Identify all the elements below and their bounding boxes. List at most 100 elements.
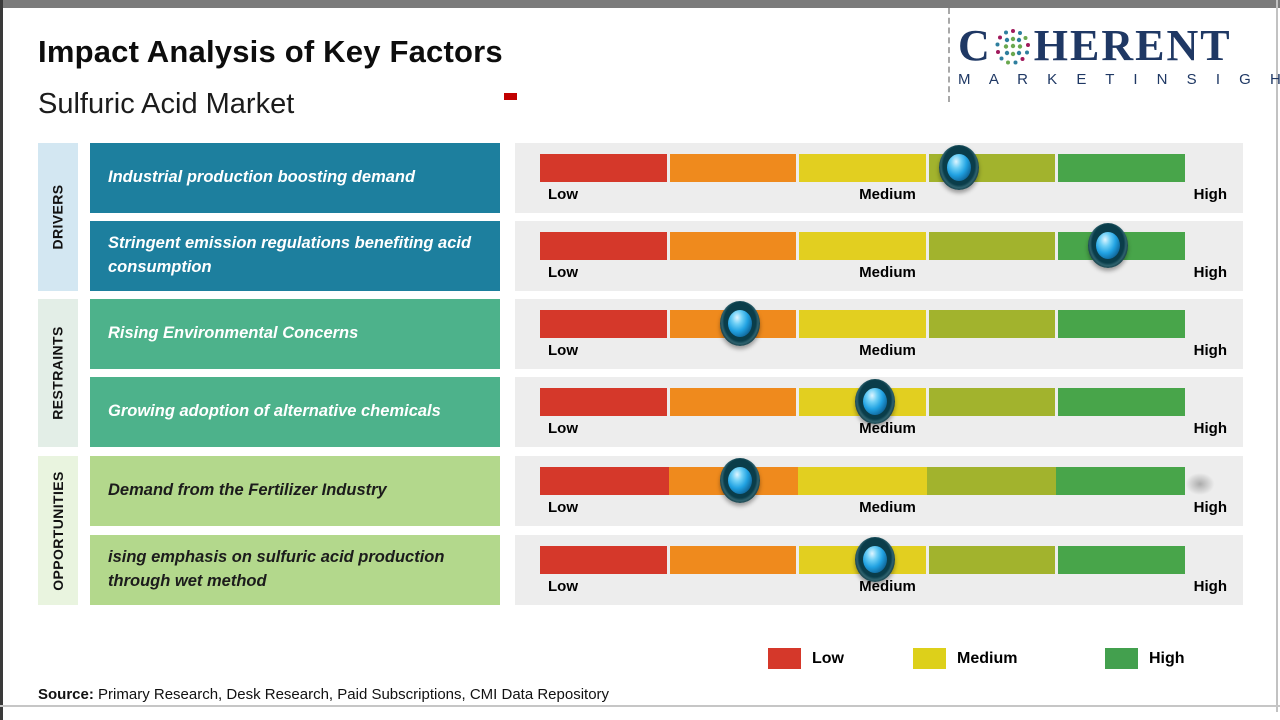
- brand-tagline: M A R K E T I N S I G H T S: [958, 71, 1280, 88]
- scale-label-high: High: [1193, 578, 1227, 595]
- brand-logo: C HERENT M A R K E T I N S I G H T S: [958, 24, 1280, 89]
- impact-scale-panel: Low Medium High: [515, 143, 1243, 213]
- legend-label-medium: Medium: [957, 649, 1018, 667]
- scale-segment-green: [1058, 154, 1185, 182]
- impact-scale-bar: [540, 310, 1185, 338]
- factor-label: Growing adoption of alternative chemical…: [108, 402, 441, 421]
- scale-segment-orange: [669, 388, 797, 416]
- logo-divider-dashed-line: [948, 8, 950, 102]
- scale-segment-olive: [928, 232, 1056, 260]
- scale-segment-olive: [928, 310, 1056, 338]
- scale-labels: Low Medium High: [548, 578, 1227, 595]
- scale-label-medium: Medium: [859, 264, 916, 281]
- factor-box: Stringent emission regulations benefitin…: [90, 221, 500, 291]
- scale-label-high: High: [1193, 499, 1227, 516]
- scale-label-low: Low: [548, 578, 578, 595]
- scale-segment-green: [1056, 467, 1185, 495]
- factor-label: ising emphasis on sulfuric acid producti…: [108, 548, 445, 590]
- scale-segment-yellow: [799, 232, 926, 260]
- scale-labels: Low Medium High: [548, 420, 1227, 437]
- impact-scale-panel: Low Medium High: [515, 377, 1243, 447]
- legend-swatch-high: [1105, 648, 1138, 669]
- group-strip-opportunities: OPPORTUNITIES: [38, 456, 78, 605]
- scale-label-high: High: [1193, 420, 1227, 437]
- factor-label: Rising Environmental Concerns: [108, 324, 359, 343]
- impact-scale-panel: Low Medium High: [515, 221, 1243, 291]
- scale-label-high: High: [1193, 342, 1227, 359]
- brand-letter-c: C: [958, 21, 992, 70]
- factor-label: Industrial production boosting demand: [108, 168, 416, 187]
- scale-segment-orange: [669, 154, 797, 182]
- page-subtitle: Sulfuric Acid Market: [38, 88, 295, 120]
- page-title: Impact Analysis of Key Factors: [38, 34, 503, 69]
- impact-marker-orb: [855, 537, 896, 582]
- slide-bottom-rule: [0, 705, 1280, 707]
- scale-segment-red: [540, 154, 667, 182]
- scale-label-high: High: [1193, 264, 1227, 281]
- scale-segment-orange: [669, 232, 797, 260]
- legend-label-low: Low: [812, 649, 844, 667]
- scale-segment-red: [540, 467, 669, 495]
- factor-box: Growing adoption of alternative chemical…: [90, 377, 500, 447]
- scale-segment-olive: [928, 546, 1056, 574]
- legend-swatch-medium: [913, 648, 946, 669]
- scale-segment-yellow: [798, 467, 927, 495]
- group-strip-drivers: DRIVERS: [38, 143, 78, 291]
- scale-label-low: Low: [548, 264, 578, 281]
- legend-item-medium: Medium: [913, 648, 1017, 669]
- impact-scale-bar: [540, 154, 1185, 182]
- impact-scale-bar: [540, 546, 1185, 574]
- globe-dots-icon: [995, 29, 1030, 65]
- scale-label-medium: Medium: [859, 420, 916, 437]
- factor-box: ising emphasis on sulfuric acid producti…: [90, 535, 500, 605]
- impact-scale-bar: [540, 232, 1185, 260]
- scale-label-low: Low: [548, 342, 578, 359]
- scale-label-low: Low: [548, 186, 578, 203]
- window-top-edge: [0, 0, 1280, 8]
- scale-label-low: Low: [548, 499, 578, 516]
- source-label: Source:: [38, 686, 94, 703]
- scale-segment-green: [1058, 546, 1185, 574]
- brand-name-rest: HERENT: [1033, 21, 1232, 70]
- factor-box: Demand from the Fertilizer Industry: [90, 456, 500, 526]
- scale-segment-red: [540, 310, 667, 338]
- scale-segment-olive: [927, 467, 1056, 495]
- impact-marker-orb: [855, 379, 896, 424]
- impact-marker-orb: [719, 301, 760, 346]
- group-label-restraints: RESTRAINTS: [50, 326, 67, 420]
- group-label-opportunities: OPPORTUNITIES: [50, 470, 67, 591]
- scale-labels: Low Medium High: [548, 186, 1227, 203]
- bar-end-shadow: [1183, 471, 1217, 497]
- source-line: Source: Primary Research, Desk Research,…: [38, 686, 609, 703]
- legend-label-high: High: [1149, 649, 1185, 667]
- scale-segment-green: [1058, 310, 1185, 338]
- impact-marker-orb: [939, 145, 980, 190]
- scale-label-medium: Medium: [859, 499, 916, 516]
- red-mark-artifact: [504, 93, 517, 100]
- scale-segment-red: [540, 232, 667, 260]
- factor-label: Stringent emission regulations benefitin…: [108, 234, 472, 276]
- factor-label: Demand from the Fertilizer Industry: [108, 481, 387, 500]
- group-label-drivers: DRIVERS: [50, 184, 67, 250]
- scale-segment-olive: [928, 388, 1056, 416]
- impact-marker-orb: [719, 458, 760, 503]
- scale-segment-red: [540, 546, 667, 574]
- impact-scale-bar: [540, 467, 1185, 495]
- group-strip-restraints: RESTRAINTS: [38, 299, 78, 447]
- scale-segment-yellow: [799, 154, 926, 182]
- brand-name: C HERENT: [958, 24, 1264, 68]
- legend-swatch-low: [768, 648, 801, 669]
- factor-box: Rising Environmental Concerns: [90, 299, 500, 369]
- scale-segment-red: [540, 388, 667, 416]
- scale-segment-orange: [669, 546, 797, 574]
- scale-label-medium: Medium: [859, 186, 916, 203]
- scale-segment-green: [1058, 388, 1185, 416]
- scale-labels: Low Medium High: [548, 264, 1227, 281]
- window-left-edge: [0, 0, 3, 720]
- source-text: Primary Research, Desk Research, Paid Su…: [93, 686, 610, 703]
- scale-label-medium: Medium: [859, 578, 916, 595]
- impact-marker-orb: [1087, 223, 1128, 268]
- legend-item-low: Low: [768, 648, 844, 669]
- scale-label-medium: Medium: [859, 342, 916, 359]
